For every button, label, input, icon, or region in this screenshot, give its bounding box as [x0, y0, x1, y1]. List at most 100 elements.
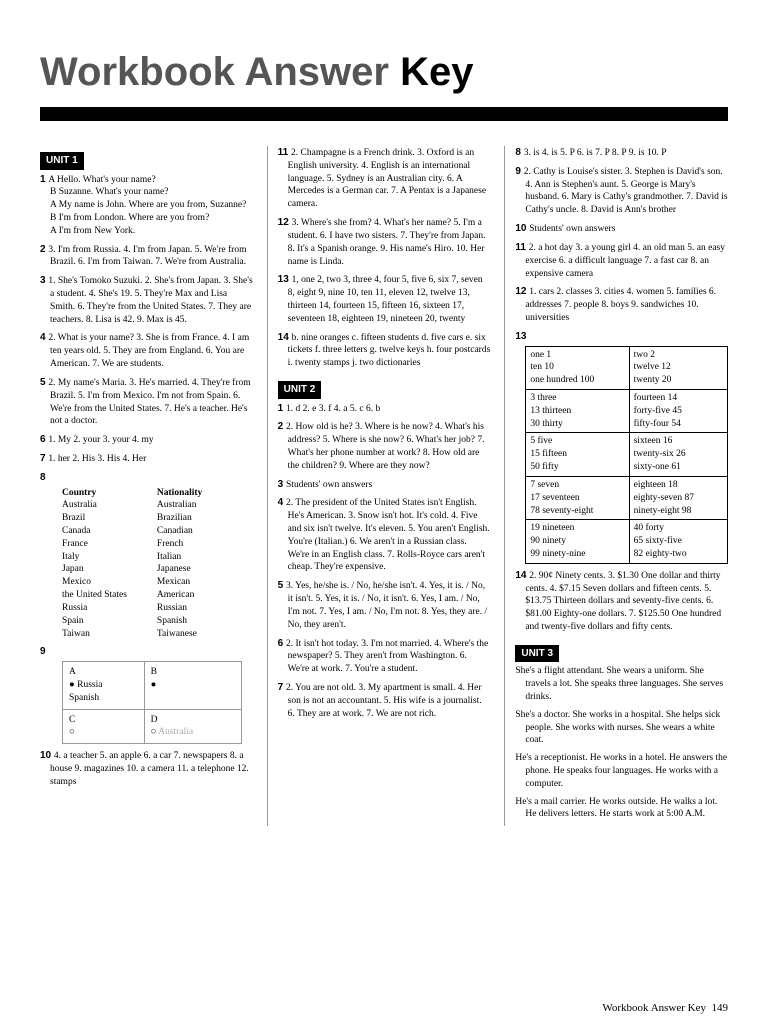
th-nationality: Nationality [157, 487, 232, 500]
q3-text: 1. She's Tomoko Suzuki. 2. She's from Ja… [48, 276, 252, 324]
u2q2: 2 2. How old is he? 3. Where is he now? … [278, 420, 491, 472]
q9-cell-a: A● RussiaSpanish [63, 662, 145, 709]
u2q14: 14 2. 90¢ Ninety cents. 3. $1.30 One dol… [515, 569, 728, 634]
u2q3: 3 Students' own answers [278, 478, 491, 492]
q9-cell-b: B● [144, 662, 241, 709]
nt-r5b: 40 forty 65 sixty-five 82 eighty-two [629, 520, 727, 563]
nat-country: France [62, 538, 157, 551]
q10: 10 4. a teacher 5. an apple 6. a car 7. … [40, 749, 253, 788]
nat-nationality: Japanese [157, 563, 232, 576]
u2q8: 8 3. is 4. is 5. P 6. is 7. P 8. P 9. is… [515, 146, 728, 160]
nat-country: Japan [62, 563, 157, 576]
q5-text: 2. My name's Maria. 3. He's married. 4. … [48, 378, 250, 426]
nat-nationality: Brazilian [157, 512, 232, 525]
title-main: Workbook Answer [40, 50, 400, 94]
nat-nationality: Australian [157, 499, 232, 512]
nat-nationality: American [157, 589, 232, 602]
content-columns: UNIT 1 1 A Hello. What's your name? B Su… [40, 146, 728, 826]
u2q5: 5 3. Yes, he/she is. / No, he/she isn't.… [278, 579, 491, 631]
q1: 1 A Hello. What's your name? B Suzanne. … [40, 173, 253, 238]
q14: 14 b. nine oranges c. fifteen students d… [278, 331, 491, 370]
u2q5-text: 3. Yes, he/she is. / No, he/she isn't. 4… [286, 581, 487, 629]
q8: 8 CountryNationality AustraliaAustralian… [40, 471, 253, 641]
nat-nationality: Spanish [157, 615, 232, 628]
q12: 12 3. Where's she from? 4. What's her na… [278, 216, 491, 268]
q2: 2 3. I'm from Russia. 4. I'm from Japan.… [40, 243, 253, 270]
nationality-table: CountryNationality AustraliaAustralianBr… [62, 487, 232, 641]
nt-r4a: 7 seven 17 seventeen 78 seventy-eight [526, 476, 629, 519]
u2q12: 12 1. cars 2. classes 3. cities 4. women… [515, 285, 728, 324]
nat-country: Brazil [62, 512, 157, 525]
nt-r1a: one 1 ten 10 one hundred 100 [526, 346, 629, 389]
nt-r1b: two 2 twelve 12 twenty 20 [629, 346, 727, 389]
nat-nationality: French [157, 538, 232, 551]
q4-text: 2. What is your name? 3. She is from Fra… [48, 333, 249, 369]
q4: 4 2. What is your name? 3. She is from F… [40, 331, 253, 370]
q1-text: A Hello. What's your name? B Suzanne. Wh… [48, 175, 246, 236]
column-3: 8 3. is 4. is 5. P 6. is 7. P 8. P 9. is… [504, 146, 728, 826]
divider-bar [40, 107, 728, 121]
nat-nationality: Russian [157, 602, 232, 615]
nat-nationality: Mexican [157, 576, 232, 589]
column-1: UNIT 1 1 A Hello. What's your name? B Su… [40, 146, 253, 826]
u3p1: She's a flight attendant. She wears a un… [515, 665, 728, 703]
u2q4-text: 2. The president of the United States is… [286, 498, 490, 572]
q9-grid: A● RussiaSpanish B● C○ D○ Australia [62, 661, 253, 744]
nat-country: Russia [62, 602, 157, 615]
nt-r2a: 3 three 13 thirteen 30 thirty [526, 390, 629, 433]
nt-r4b: eighteen 18 eighty-seven 87 ninety-eight… [629, 476, 727, 519]
u2q6-text: 2. It isn't hot today. 3. I'm not marrie… [286, 639, 488, 675]
nat-country: Canada [62, 525, 157, 538]
u2q6: 6 2. It isn't hot today. 3. I'm not marr… [278, 637, 491, 676]
u2q2-text: 2. How old is he? 3. Where is he now? 4.… [286, 422, 485, 470]
nat-nationality: Italian [157, 551, 232, 564]
nt-r2b: fourteen 14 forty-five 45 fifty-four 54 [629, 390, 727, 433]
nat-country: Taiwan [62, 628, 157, 641]
u2q11: 11 2. a hot day 3. a young girl 4. an ol… [515, 241, 728, 280]
u2q9: 9 2. Cathy is Louise's sister. 3. Stephe… [515, 165, 728, 217]
q11-text: 2. Champagne is a French drink. 3. Oxfor… [288, 148, 486, 209]
unit-header-1: UNIT 1 [40, 152, 84, 170]
u3p2: She's a doctor. She works in a hospital.… [515, 709, 728, 747]
th-country: Country [62, 487, 157, 500]
nat-country: Mexico [62, 576, 157, 589]
numbers-table: one 1 ten 10 one hundred 100two 2 twelve… [525, 346, 728, 564]
q7: 7 1. her 2. His 3. His 4. Her [40, 452, 253, 466]
q10-text: 4. a teacher 5. an apple 6. a car 7. new… [50, 751, 249, 787]
u2q14-text: 2. 90¢ Ninety cents. 3. $1.30 One dollar… [525, 571, 721, 632]
nat-country: Spain [62, 615, 157, 628]
u2q12-text: 1. cars 2. classes 3. cities 4. women 5.… [525, 287, 716, 323]
u2q11-text: 2. a hot day 3. a young girl 4. an old m… [525, 243, 725, 279]
column-2: 11 2. Champagne is a French drink. 3. Ox… [267, 146, 491, 826]
q11: 11 2. Champagne is a French drink. 3. Ox… [278, 146, 491, 211]
u2q10: 10 Students' own answers [515, 222, 728, 236]
u3p3: He's a receptionist. He works in a hotel… [515, 752, 728, 790]
nat-nationality: Taiwanese [157, 628, 232, 641]
title-key: Key [400, 50, 473, 94]
u2q9-text: 2. Cathy is Louise's sister. 3. Stephen … [524, 167, 728, 215]
nat-country: Australia [62, 499, 157, 512]
nat-country: the United States [62, 589, 157, 602]
u2q1-text: 1. d 2. e 3. f 4. a 5. c 6. b [286, 404, 380, 414]
q2-text: 3. I'm from Russia. 4. I'm from Japan. 5… [48, 245, 246, 268]
nt-r5a: 19 nineteen 90 ninety 99 ninety-nine [526, 520, 629, 563]
u2q3-text: Students' own answers [286, 480, 372, 490]
footer-page: 149 [712, 1002, 729, 1014]
q9-cell-c: C○ [63, 709, 145, 744]
q9-cell-d: D○ Australia [144, 709, 241, 744]
q9: 9 A● RussiaSpanish B● C○ D○ Australia [40, 645, 253, 744]
u2q13: 13 one 1 ten 10 one hundred 100two 2 twe… [515, 330, 728, 564]
nt-r3b: sixteen 16 twenty-six 26 sixty-one 61 [629, 433, 727, 476]
q6-text: 1. My 2. your 3. your 4. my [48, 435, 153, 445]
page-footer: Workbook Answer Key 149 [602, 1002, 728, 1014]
q7-text: 1. her 2. His 3. His 4. Her [48, 454, 146, 464]
u2q4: 4 2. The president of the United States … [278, 496, 491, 574]
q5: 5 2. My name's Maria. 3. He's married. 4… [40, 376, 253, 428]
page-title: Workbook Answer Key [40, 50, 728, 95]
nat-nationality: Canadian [157, 525, 232, 538]
u2q7-text: 2. You are not old. 3. My apartment is s… [286, 683, 482, 719]
u2q8-text: 3. is 4. is 5. P 6. is 7. P 8. P 9. is 1… [524, 148, 667, 158]
u2q7: 7 2. You are not old. 3. My apartment is… [278, 681, 491, 720]
q13-text: 1, one 2, two 3, three 4, four 5, five 6… [288, 275, 483, 323]
nat-country: Italy [62, 551, 157, 564]
